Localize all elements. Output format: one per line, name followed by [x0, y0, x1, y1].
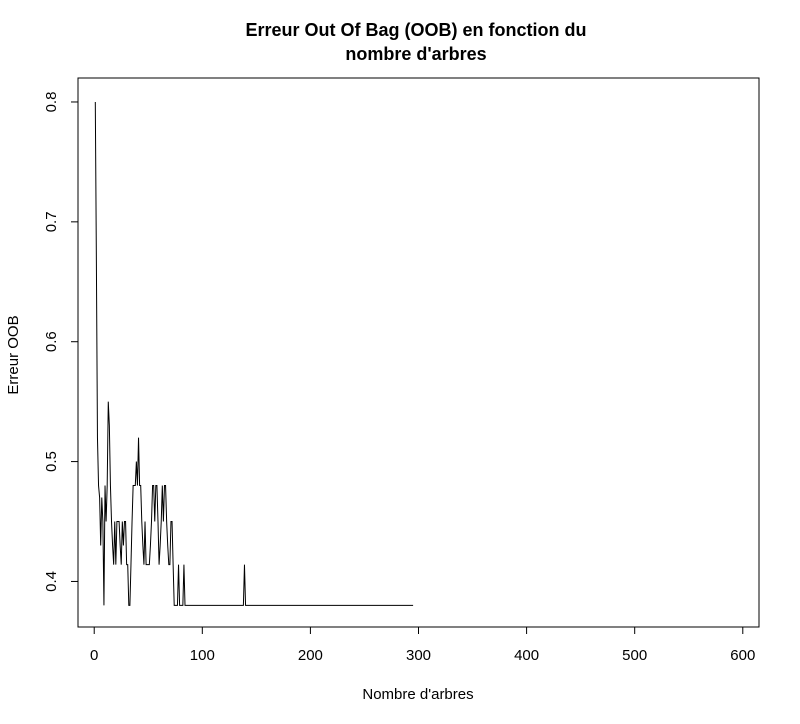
- y-tick-label: 0.7: [43, 211, 60, 232]
- y-tick-label: 0.6: [43, 331, 60, 352]
- chart-title-line-2: nombre d'arbres: [345, 44, 486, 64]
- x-tick-label: 0: [90, 647, 98, 664]
- plot-frame: [77, 77, 760, 628]
- x-tick-label: 100: [190, 647, 215, 664]
- x-tick-label: 400: [514, 647, 539, 664]
- x-axis: 0 100 200 300 400 500 600: [90, 626, 755, 664]
- oob-error-line: [94, 101, 414, 606]
- y-tick-label: 0.4: [43, 571, 60, 592]
- x-tick-label: 200: [298, 647, 323, 664]
- y-axis-label: Erreur OOB: [5, 315, 22, 394]
- y-tick-label: 0.8: [43, 92, 60, 113]
- x-tick-label: 500: [622, 647, 647, 664]
- series-layer: [94, 101, 414, 606]
- y-axis: 0.4 0.5 0.6 0.7 0.8: [43, 92, 79, 592]
- y-tick-label: 0.5: [43, 451, 60, 472]
- x-axis-label: Nombre d'arbres: [362, 686, 473, 703]
- chart-title-line-1: Erreur Out Of Bag (OOB) en fonction du: [246, 20, 587, 40]
- x-tick-label: 300: [406, 647, 431, 664]
- x-tick-label: 600: [730, 647, 755, 664]
